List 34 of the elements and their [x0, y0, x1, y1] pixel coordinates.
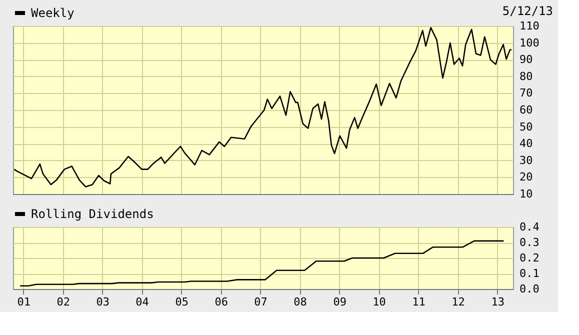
y-tick-label: 90	[520, 53, 533, 66]
x-tick-label: 07	[254, 296, 268, 308]
y-tick-label: 50	[520, 120, 533, 134]
y-tick-label: 10	[520, 188, 533, 200]
y-tick-label: 0.3	[520, 236, 540, 249]
x-tick-label: 12	[452, 296, 465, 308]
x-tick-label: 09	[333, 296, 346, 308]
y-tick-label: 110	[520, 20, 540, 32]
x-tick-label: 01	[17, 296, 31, 308]
y-tick-label: 0.2	[520, 252, 540, 264]
x-tick-label: 03	[96, 296, 110, 308]
x-tick-label: 02	[56, 296, 70, 308]
x-tick-label: 06	[214, 296, 228, 308]
y-tick-label: 80	[520, 70, 533, 83]
line-series	[19, 240, 504, 287]
x-tick-label: 05	[175, 296, 188, 308]
text: 5/12/13	[502, 4, 553, 18]
legend-label: Rolling Dividends	[31, 207, 154, 221]
x-tick-label: 04	[136, 296, 150, 308]
x-tick-label: 08	[294, 296, 307, 308]
x-tick-label: 11	[412, 296, 426, 308]
y-tick-label: 20	[520, 170, 533, 184]
y-tick-label: 100	[520, 36, 540, 50]
legend-label: Weekly	[31, 6, 74, 20]
y-tick-label: 30	[520, 154, 533, 167]
x-tick-label: 10	[372, 296, 386, 308]
y-tick-label: 0.4	[520, 220, 540, 234]
y-tick-label: 0.0	[520, 282, 540, 296]
x-tick-label: 13	[491, 296, 504, 308]
y-tick-label: 0.1	[520, 267, 540, 280]
line-series	[14, 27, 512, 188]
y-tick-label: 70	[520, 86, 533, 100]
y-tick-label: 40	[520, 137, 533, 150]
y-tick-label: 60	[520, 104, 533, 116]
